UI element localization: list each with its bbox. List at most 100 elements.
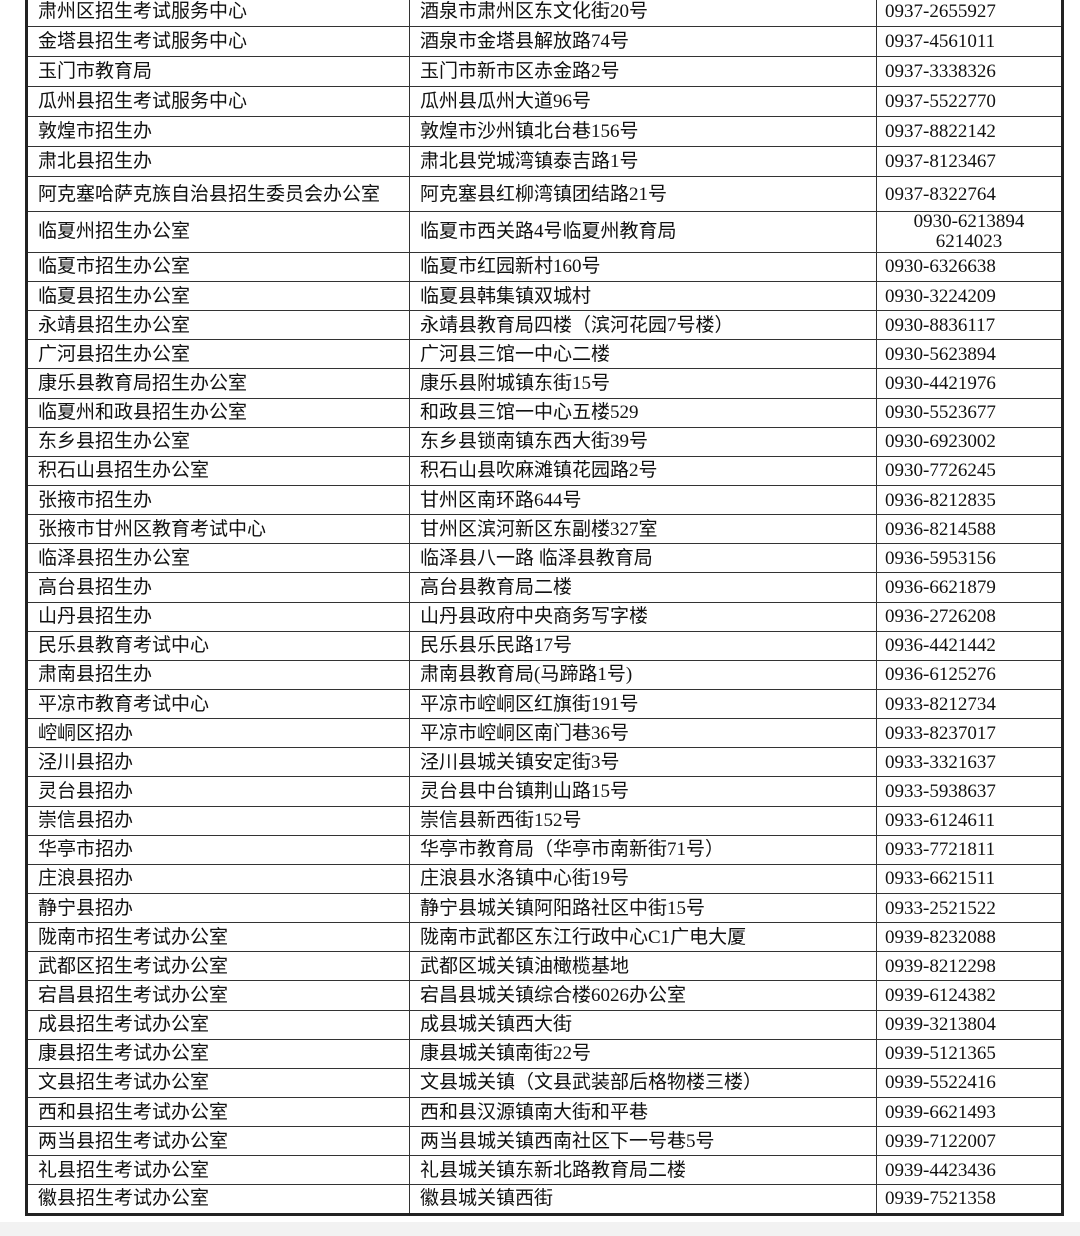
office-name: 文县招生考试办公室 <box>26 1067 410 1098</box>
table-row: 阿克塞哈萨克族自治县招生委员会办公室 阿克塞县红柳湾镇团结路21号 0937-832… <box>26 176 1063 212</box>
phone: 0939-6621493 <box>876 1096 1063 1128</box>
address: 肃南县教育局(马蹄路1号) <box>409 659 877 690</box>
phone: 0939-8212298 <box>876 951 1063 982</box>
phone: 0939-5522416 <box>876 1067 1063 1098</box>
office-name: 康县招生考试办公室 <box>26 1038 410 1069</box>
table-row: 武都区招生考试办公室 武都区城关镇油橄榄基地 0939-8212298 <box>26 951 1063 982</box>
phone: 0930-6213894 6214023 <box>876 211 1063 253</box>
contact-table: 肃州区招生考试服务中心 酒泉市肃州区东文化街20号 0937-2655927 金塔县招… <box>25 0 1064 1216</box>
address: 康县城关镇南街22号 <box>409 1038 877 1069</box>
table-row: 两当县招生考试办公室 两当县城关镇西南社区下一号巷5号 0939-7122007 <box>26 1126 1063 1157</box>
table-row: 肃北县招生办 肃北县党城湾镇泰吉路1号 0937-8123467 <box>26 146 1063 177</box>
office-name: 肃南县招生办 <box>26 659 410 690</box>
office-name: 华亭市招办 <box>26 834 410 865</box>
phone: 0937-3338326 <box>876 56 1063 87</box>
table-row: 临夏州和政县招生办公室 和政县三馆一中心五楼529 0930-5523677 <box>26 397 1063 428</box>
address: 成县城关镇西大街 <box>409 1009 877 1040</box>
office-name: 山丹县招生办 <box>26 601 410 632</box>
table-row: 肃州区招生考试服务中心 酒泉市肃州区东文化街20号 0937-2655927 <box>26 0 1063 27</box>
table-row: 临夏县招生办公室 临夏县韩集镇双城村 0930-3224209 <box>26 281 1063 312</box>
office-name: 民乐县教育考试中心 <box>26 630 410 661</box>
office-name: 张掖市甘州区教育考试中心 <box>26 514 410 545</box>
table-row: 肃南县招生办 肃南县教育局(马蹄路1号) 0936-6125276 <box>26 659 1063 690</box>
office-name: 积石山县招生办公室 <box>26 455 410 487</box>
address: 甘州区滨河新区东副楼327室 <box>409 514 877 545</box>
table-row: 崆峒区招办 平凉市崆峒区南门巷36号 0933-8237017 <box>26 718 1063 749</box>
address: 临夏市西关路4号临夏州教育局 <box>409 211 877 253</box>
address: 阿克塞县红柳湾镇团结路21号 <box>409 176 877 212</box>
address: 酒泉市金塔县解放路74号 <box>409 26 877 57</box>
phone: 0936-5953156 <box>876 543 1063 574</box>
office-name: 临泽县招生办公室 <box>26 543 410 574</box>
address: 崇信县新西街152号 <box>409 805 877 836</box>
address: 平凉市崆峒区红旗街191号 <box>409 688 877 720</box>
address: 临泽县八一路 临泽县教育局 <box>409 543 877 574</box>
table-row: 成县招生考试办公室 成县城关镇西大街 0939-3213804 <box>26 1009 1063 1040</box>
phone: 0939-3213804 <box>876 1009 1063 1040</box>
table-row: 积石山县招生办公室 积石山县吹麻滩镇花园路2号 0930-7726245 <box>26 455 1063 487</box>
table-row: 临夏市招生办公室 临夏市红园新村160号 0930-6326638 <box>26 251 1063 283</box>
table-row: 徽县招生考试办公室 徽县城关镇西街 0939-7521358 <box>26 1184 1063 1215</box>
table-row: 金塔县招生考试服务中心 酒泉市金塔县解放路74号 0937-4561011 <box>26 26 1063 57</box>
office-name: 临夏县招生办公室 <box>26 281 410 312</box>
office-name: 灵台县招办 <box>26 776 410 807</box>
office-name: 武都区招生考试办公室 <box>26 951 410 982</box>
address: 高台县教育局二楼 <box>409 572 877 603</box>
office-name: 礼县招生考试办公室 <box>26 1155 410 1186</box>
phone: 0930-7726245 <box>876 455 1063 487</box>
table-row: 庄浪县招办 庄浪县水洛镇中心街19号 0933-6621511 <box>26 863 1063 894</box>
address: 礼县城关镇东新北路教育局二楼 <box>409 1155 877 1186</box>
office-name: 阿克塞哈萨克族自治县招生委员会办公室 <box>26 176 410 212</box>
phone: 0930-8836117 <box>876 310 1063 341</box>
table-row: 广河县招生办公室 广河县三馆一中心二楼 0930-5623894 <box>26 339 1063 370</box>
phone: 0933-3321637 <box>876 747 1063 778</box>
table-row: 高台县招生办 高台县教育局二楼 0936-6621879 <box>26 572 1063 603</box>
office-name: 宕昌县招生考试办公室 <box>26 980 410 1011</box>
table-row: 崇信县招办 崇信县新西街152号 0933-6124611 <box>26 805 1063 836</box>
table-row: 平凉市教育考试中心 平凉市崆峒区红旗街191号 0933-8212734 <box>26 688 1063 720</box>
address: 山丹县政府中央商务写字楼 <box>409 601 877 632</box>
address: 灵台县中台镇荆山路15号 <box>409 776 877 807</box>
office-name: 张掖市招生办 <box>26 484 410 516</box>
office-name: 玉门市教育局 <box>26 56 410 87</box>
address: 泾川县城关镇安定街3号 <box>409 747 877 778</box>
table-row: 永靖县招生办公室 永靖县教育局四楼（滨河花园7号楼） 0930-8836117 <box>26 310 1063 341</box>
phone: 0939-7122007 <box>876 1126 1063 1157</box>
address: 文县城关镇（文县武装部后格物楼三楼） <box>409 1067 877 1098</box>
phone: 0939-5121365 <box>876 1038 1063 1069</box>
address: 肃北县党城湾镇泰吉路1号 <box>409 146 877 177</box>
address: 平凉市崆峒区南门巷36号 <box>409 718 877 749</box>
phone: 0939-8232088 <box>876 922 1063 953</box>
phone: 0937-8123467 <box>876 146 1063 177</box>
address: 永靖县教育局四楼（滨河花园7号楼） <box>409 310 877 341</box>
table-row: 宕昌县招生考试办公室 宕昌县城关镇综合楼6026办公室 0939-6124382 <box>26 980 1063 1011</box>
office-name: 平凉市教育考试中心 <box>26 688 410 720</box>
address: 武都区城关镇油橄榄基地 <box>409 951 877 982</box>
office-name: 高台县招生办 <box>26 572 410 603</box>
phone: 0936-8214588 <box>876 514 1063 545</box>
address: 积石山县吹麻滩镇花园路2号 <box>409 455 877 487</box>
address: 庄浪县水洛镇中心街19号 <box>409 863 877 894</box>
phone-line: 0930-6213894 <box>913 211 1025 232</box>
table-row: 张掖市招生办 甘州区南环路644号 0936-8212835 <box>26 484 1063 516</box>
address: 民乐县乐民路17号 <box>409 630 877 661</box>
office-name: 临夏州和政县招生办公室 <box>26 397 410 428</box>
office-name: 敦煌市招生办 <box>26 116 410 147</box>
table-row: 康县招生考试办公室 康县城关镇南街22号 0939-5121365 <box>26 1038 1063 1069</box>
table-row: 敦煌市招生办 敦煌市沙州镇北台巷156号 0937-8822142 <box>26 116 1063 147</box>
phone: 0933-8212734 <box>876 688 1063 720</box>
phone: 0936-8212835 <box>876 484 1063 516</box>
table-row: 文县招生考试办公室 文县城关镇（文县武装部后格物楼三楼） 0939-5522416 <box>26 1067 1063 1098</box>
office-name: 东乡县招生办公室 <box>26 426 410 457</box>
office-name: 西和县招生考试办公室 <box>26 1096 410 1128</box>
address: 陇南市武都区东江行政中心C1广电大厦 <box>409 922 877 953</box>
phone: 0933-6124611 <box>876 805 1063 836</box>
address: 敦煌市沙州镇北台巷156号 <box>409 116 877 147</box>
phone: 0936-4421442 <box>876 630 1063 661</box>
table-row: 临夏州招生办公室 临夏市西关路4号临夏州教育局 0930-6213894 621402… <box>26 211 1063 253</box>
phone: 0930-5623894 <box>876 339 1063 370</box>
phone: 0936-2726208 <box>876 601 1063 632</box>
phone: 0939-6124382 <box>876 980 1063 1011</box>
phone: 0930-5523677 <box>876 397 1063 428</box>
